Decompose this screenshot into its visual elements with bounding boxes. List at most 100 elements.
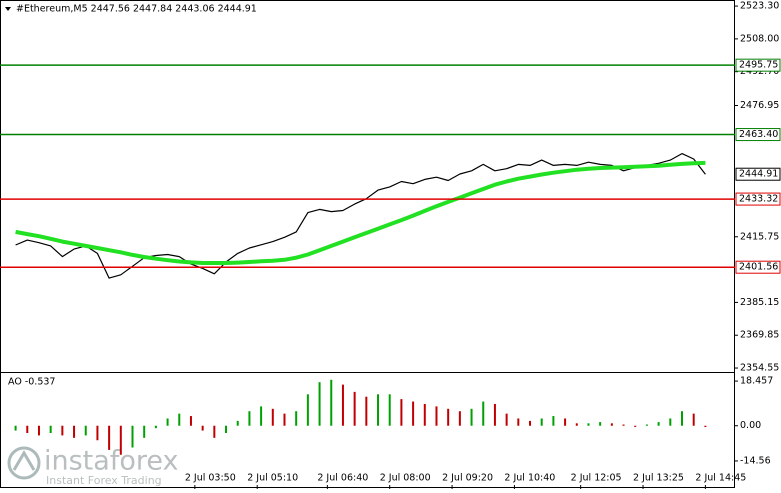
x-tick-label: 2 Jul 12:05 (571, 473, 622, 484)
level-label: 2401.56 (739, 262, 778, 273)
ao-bar (73, 425, 76, 438)
ao-bar (166, 418, 169, 426)
level-label: 2433.32 (739, 194, 778, 205)
ao-bar (435, 406, 438, 426)
ao-bar (260, 406, 263, 426)
x-tick-label: 2 Jul 03:50 (185, 473, 236, 484)
ao-bar (517, 418, 520, 426)
ao-bar (283, 413, 286, 426)
ao-bar (318, 382, 321, 426)
ao-bar (26, 425, 29, 433)
level-tag (735, 58, 781, 72)
ao-bar (505, 413, 508, 426)
x-tick-label: 2 Jul 14:45 (695, 473, 746, 484)
logo (7, 446, 41, 480)
x-tick-label: 2 Jul 05:10 (247, 473, 298, 484)
y-tick-label: 2415.75 (740, 231, 779, 242)
ao-bar (154, 425, 157, 429)
ao-bar (423, 403, 426, 426)
ao-bar (96, 425, 99, 441)
ao-bar (680, 411, 683, 426)
ao-bar (704, 425, 707, 428)
ao-bar (529, 420, 532, 426)
chart-title: #Ethereum,M5 2447.56 2447.84 2443.06 244… (16, 4, 257, 15)
ao-bar (49, 425, 52, 433)
ao-bar (14, 425, 17, 431)
ao-bar (447, 408, 450, 426)
ao-bar (599, 422, 602, 426)
y-tick-label: -14.56 (740, 455, 771, 466)
price-tag (735, 167, 781, 181)
ao-bar (271, 408, 274, 426)
ao-bar (37, 425, 40, 436)
ao-bar (365, 396, 368, 426)
ao-bar (108, 425, 111, 450)
ao-bar (622, 424, 625, 426)
ao-bar (84, 425, 87, 436)
level-label: 2495.75 (739, 60, 778, 71)
indicator-title: AO -0.537 (8, 377, 55, 388)
ao-bar (575, 423, 578, 426)
ao-bar (236, 420, 239, 426)
y-tick-label: 2385.15 (740, 297, 779, 308)
ao-bar (225, 425, 228, 433)
ao-bar (669, 418, 672, 426)
y-tick-label: 2476.95 (740, 100, 779, 111)
ao-bar (189, 416, 192, 426)
x-tick-label: 2 Jul 06:40 (317, 473, 368, 484)
x-tick-label: 2 Jul 08:00 (380, 473, 431, 484)
ao-bar (552, 416, 555, 426)
ao-bar (540, 418, 543, 426)
ao-bar (131, 425, 134, 448)
ao-bar (564, 418, 567, 426)
price-label: 2444.91 (739, 169, 778, 180)
ao-bar (178, 413, 181, 426)
menu-arrow (5, 7, 11, 11)
ao-bar (330, 379, 333, 426)
ao-bar (610, 423, 613, 426)
watermark: instaforex Instant Forex Trading (7, 446, 178, 487)
ao-bar (388, 394, 391, 426)
ao-bar (353, 391, 356, 426)
ao-bar (61, 425, 64, 436)
ao-bar (692, 413, 695, 426)
frame (0, 0, 735, 488)
ao-bar (482, 401, 485, 426)
ao-bar (470, 408, 473, 426)
logo-mark (12, 450, 36, 471)
ao-bar (377, 394, 380, 426)
ao-bar (248, 411, 251, 426)
level-tag (735, 192, 781, 206)
ao-bar (213, 425, 216, 438)
ao-bar (412, 401, 415, 426)
level-tag (735, 260, 781, 274)
ao-bar (493, 403, 496, 426)
x-tick-label: 2 Jul 09:20 (442, 473, 493, 484)
y-tick-label: 2354.55 (740, 363, 779, 374)
ao-bar (295, 411, 298, 426)
ao-bar (400, 399, 403, 426)
tagline: Instant Forex Trading (46, 474, 162, 487)
ao-bar (143, 425, 146, 438)
ao-bar (306, 394, 309, 426)
ao-bar (458, 411, 461, 426)
y-tick-label: 0.00 (740, 420, 761, 431)
y-tick-label: 2369.85 (740, 330, 779, 341)
ao-bar (634, 425, 637, 427)
y-tick-label: 2492.70 (740, 66, 779, 77)
level-tag (735, 128, 781, 142)
ao-bar (341, 384, 344, 426)
y-tick-label: 18.457 (740, 376, 773, 387)
price-line (15, 160, 706, 265)
brand: instaforex (44, 446, 178, 477)
ao-bar (645, 424, 648, 426)
level-label: 2463.40 (739, 129, 778, 140)
y-tick-label: 2508.00 (740, 33, 779, 44)
y-tick-label: 2523.30 (740, 1, 779, 12)
ao-bar (657, 422, 660, 426)
ao-bar (201, 425, 204, 431)
x-tick-label: 2 Jul 13:25 (633, 473, 684, 484)
ao-bar (587, 423, 590, 426)
